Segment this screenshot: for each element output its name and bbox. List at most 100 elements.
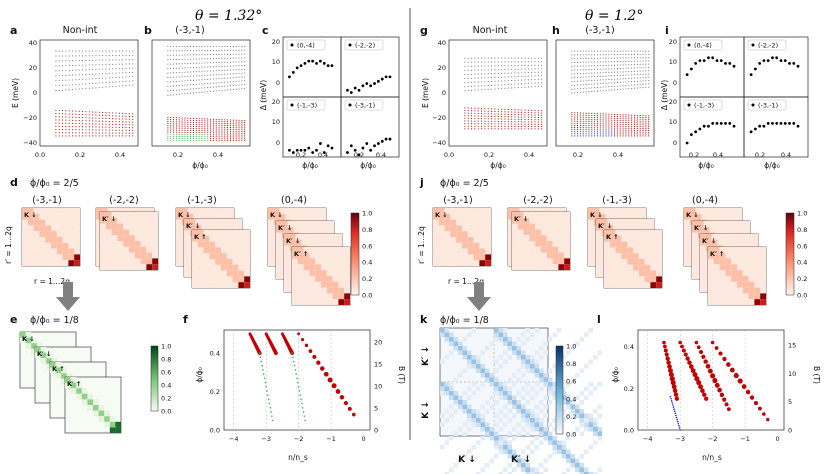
band-dot (605, 127, 607, 129)
flux-e: ϕ/ϕ₀ = 1/8 (30, 315, 79, 326)
band-dot (467, 110, 469, 112)
grey-dot (95, 55, 97, 57)
grey-dot (521, 83, 523, 85)
grey-dot (574, 92, 576, 94)
matrix-cell (238, 253, 245, 259)
matrix-cell (74, 254, 80, 261)
matrix-cell (748, 247, 755, 253)
matrix-cell (197, 276, 204, 283)
band-dot (105, 132, 107, 134)
grey-dot (605, 61, 607, 63)
matrix-cell (81, 393, 88, 400)
matrix-cell (297, 270, 304, 276)
band-dot (602, 115, 604, 117)
grey-dot (577, 80, 579, 82)
grey-dot (619, 67, 621, 69)
k-cell (507, 355, 512, 360)
matrix-cell (338, 258, 345, 265)
ytick-a-m20: −20 (23, 114, 37, 122)
grey-dot (224, 57, 226, 59)
band-dot (221, 122, 223, 124)
grey-dot (207, 50, 209, 52)
matrix-cell (221, 241, 227, 248)
matrix-cell (558, 212, 565, 218)
band-dot (622, 127, 624, 129)
matrix-cell (281, 226, 288, 233)
band-dot (204, 134, 206, 136)
band-dot (125, 115, 127, 117)
grey-dot (541, 64, 543, 66)
ytick-i: 20 (669, 98, 677, 106)
band-dot (215, 130, 217, 132)
matrix-cell (221, 264, 227, 271)
grey-dot (642, 70, 644, 72)
band-dot (582, 114, 584, 116)
band-dot (215, 132, 217, 134)
grey-dot (204, 91, 206, 93)
grey-dot (579, 69, 581, 71)
band-dot (537, 116, 539, 118)
band-dot (599, 119, 601, 121)
grey-dot (596, 61, 598, 63)
band-dot (187, 133, 189, 135)
grey-dot (481, 89, 483, 91)
band-dot (541, 112, 543, 114)
band-dot (108, 112, 110, 114)
matrix-cell (523, 241, 530, 247)
matrix-cell (541, 241, 547, 247)
band-dot (579, 133, 581, 135)
band-dot (98, 123, 100, 125)
label-j: j (419, 176, 424, 189)
band-dot (195, 126, 197, 128)
matrix-cell (244, 282, 250, 288)
matrix-cell (523, 235, 530, 241)
matrix-cell (22, 231, 28, 237)
grey-dot (616, 68, 618, 70)
band-dot (517, 121, 519, 123)
matrix-cell (321, 299, 327, 305)
band-dot (596, 131, 598, 133)
grey-dot (108, 72, 110, 74)
band-dot (178, 125, 180, 127)
matrix-cell (433, 225, 439, 232)
band-dot (582, 125, 584, 127)
grey-dot (204, 70, 206, 72)
matrix-cell (51, 254, 57, 261)
band-dot (175, 138, 177, 140)
band-dot (98, 117, 100, 119)
matrix-cell (525, 208, 532, 214)
fan-point (267, 394, 269, 396)
matrix-cell (338, 247, 345, 253)
grey-dot (190, 79, 192, 81)
band-dot (92, 117, 94, 119)
matrix-cell (615, 235, 622, 242)
grey-dot (521, 61, 523, 63)
grey-dot (98, 68, 100, 70)
grey-dot (577, 50, 579, 52)
matrix-cell (297, 281, 304, 288)
matrix-cell (737, 247, 743, 253)
matrix-cell (74, 213, 80, 220)
matrix-cell (648, 224, 654, 231)
band-dot (648, 117, 650, 119)
k-cell (584, 332, 589, 337)
grey-dot (577, 73, 579, 75)
grey-dot (648, 63, 650, 65)
matrix-cell (96, 225, 102, 232)
matrix-cell (293, 221, 300, 227)
band-dot (471, 110, 473, 112)
gap-legend-box (286, 39, 326, 51)
grey-dot (616, 50, 618, 52)
matrix-cell (244, 276, 250, 283)
grey-dot (511, 83, 513, 85)
band-dot (215, 128, 217, 130)
matrix-cell (291, 208, 297, 214)
band-dot (184, 121, 186, 123)
matrix-cell (284, 245, 290, 252)
matrix-cell (742, 258, 749, 265)
grey-dot (639, 80, 641, 82)
matrix-cell (634, 208, 641, 214)
matrix-cell (607, 219, 614, 225)
matrix-cell (284, 286, 290, 292)
gap-legend-label: (-1,-3) (694, 102, 714, 110)
